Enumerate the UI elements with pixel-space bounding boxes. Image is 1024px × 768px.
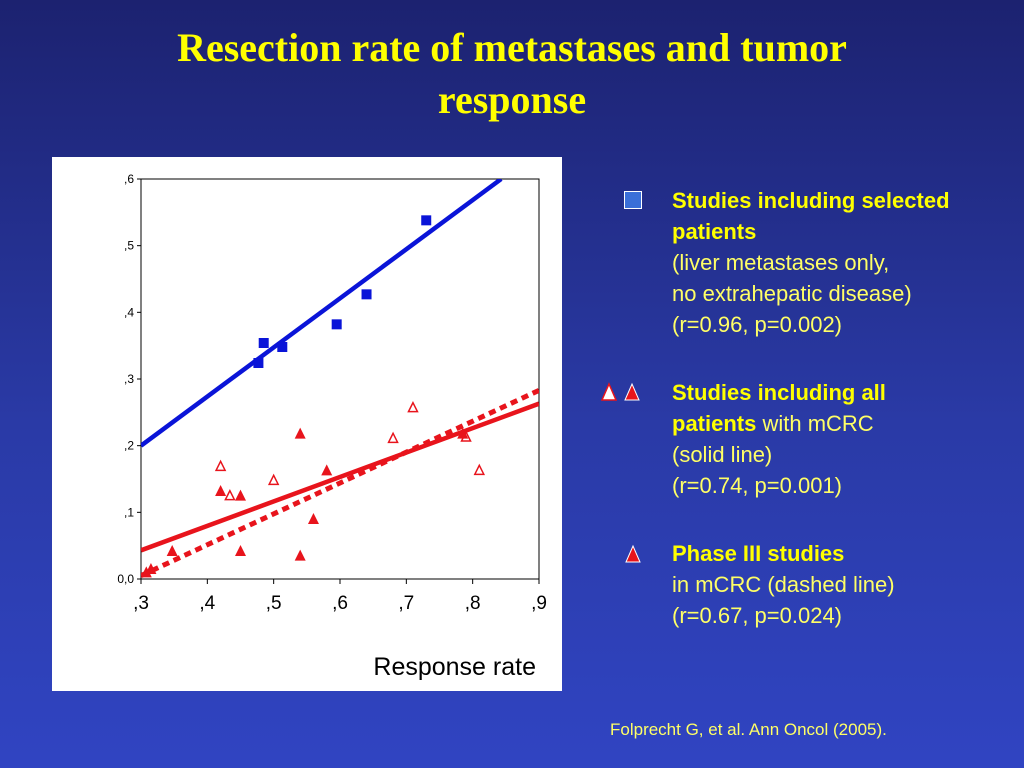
data-point-triangle-filled [235, 489, 246, 501]
scatter-chart: 0,0 ,1 ,2 ,3 ,4 ,5 ,6 ,3 ,4 ,5 ,6 ,7 ,8 ,9 Response ra… [117, 172, 547, 681]
y-tick-label: ,4 [124, 305, 134, 319]
x-tick-label: ,3 [133, 593, 149, 614]
data-point-triangle-filled [307, 513, 319, 524]
data-point-square [361, 289, 372, 300]
legend-all-title-rest: with mCRC [756, 411, 874, 436]
slide-title-line-1: Resection rate of metastases and tumor [177, 25, 847, 70]
data-point-triangle-open [224, 488, 236, 501]
legend-all-line-1: (solid line) [672, 442, 773, 467]
legend-selected-patients: Studies including selected patients (liv… [672, 185, 1012, 340]
legend-all-line-2: (r=0.74, p=0.001) [672, 473, 843, 498]
y-tick-label: ,6 [124, 172, 134, 186]
data-point-triangle-filled [321, 464, 333, 476]
data-point-triangle-open [473, 463, 486, 476]
fit-line-3 [141, 388, 539, 578]
data-point-triangle-filled [166, 545, 178, 556]
chart-panel: 0,0 ,1 ,2 ,3 ,4 ,5 ,6 ,3 ,4 ,5 ,6 ,7 ,8 ,9 Response ra… [52, 157, 562, 691]
data-point-triangle-open [387, 431, 399, 444]
data-point-triangle-filled [140, 566, 152, 578]
fit-line-0 [141, 179, 503, 448]
x-tick-label: ,8 [465, 593, 481, 614]
data-point-triangle-open [407, 400, 419, 413]
legend-phase3-line-2: (r=0.67, p=0.024) [672, 603, 843, 628]
legend-selected-title: Studies including selected patients [672, 188, 950, 244]
fit-line-2 [141, 401, 539, 553]
data-point-triangle-filled [294, 427, 306, 439]
data-point-triangle-filled [215, 485, 227, 496]
y-tick-label: 0,0 [117, 572, 134, 586]
citation: Folprecht G, et al. Ann Oncol (2005). [610, 720, 887, 739]
slide-title-line-2: response [437, 77, 587, 122]
data-point-triangle-open [267, 473, 280, 486]
red-triangle-legend-icon [625, 544, 641, 563]
data-point-triangle-open [214, 459, 227, 472]
data-point-square [421, 215, 432, 226]
legend-all-title: Studies including all patients [672, 380, 886, 436]
legend-selected-line-3: (r=0.96, p=0.002) [672, 312, 843, 337]
legend-phase3-line-1: in mCRC (dashed line) [672, 572, 895, 597]
blue-square-legend-icon [624, 191, 642, 209]
y-tick-label: ,1 [124, 505, 134, 519]
data-point-square [258, 338, 269, 348]
plot-frame [140, 178, 540, 580]
data-point-square [331, 319, 342, 330]
x-tick-label: ,9 [531, 593, 547, 614]
triangle-pair-legend-icon [600, 382, 640, 401]
y-tick-label: ,2 [124, 439, 134, 453]
y-tick-label: ,5 [124, 239, 134, 253]
legend-selected-line-1: (liver metastases only, [672, 250, 890, 275]
data-point-square [253, 358, 264, 368]
legend-phase3: Phase III studies in mCRC (dashed line) … [672, 538, 972, 631]
slide-title: Resection rate of metastases and tumor r… [0, 22, 1024, 126]
x-tick-label: ,4 [199, 593, 215, 614]
data-point-triangle-filled [457, 427, 469, 439]
data-point-square [277, 342, 288, 352]
data-point-triangle-filled [294, 549, 306, 561]
x-tick-label: ,7 [398, 593, 414, 614]
x-axis-label: Response rate [373, 653, 536, 681]
y-tick-label: ,3 [124, 372, 134, 386]
x-tick-label: ,5 [266, 593, 282, 614]
legend-phase3-title: Phase III studies [672, 541, 845, 566]
data-point-triangle-filled [145, 563, 157, 574]
x-tick-label: ,6 [332, 593, 348, 614]
legend-all-patients: Studies including all patients with mCRC… [672, 377, 932, 501]
data-point-triangle-filled [235, 545, 246, 556]
legend-selected-line-2: no extrahepatic disease) [672, 281, 912, 306]
